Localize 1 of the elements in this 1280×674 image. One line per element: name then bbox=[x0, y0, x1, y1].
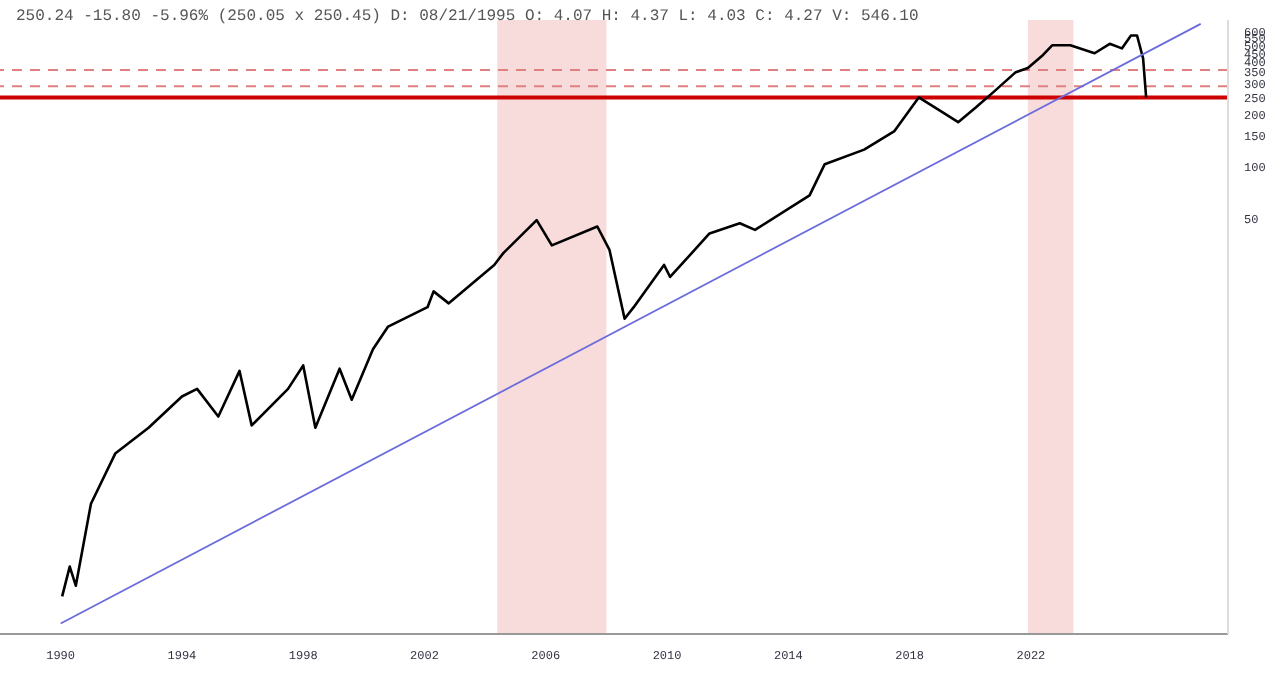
chart-title: 250.24 -15.80 -5.96% (250.05 x 250.45) D: 08/21/1995 O: 4.07 H: 4.37 L: 4.03 C: 4.27 V: 546.10 bbox=[16, 8, 919, 26]
